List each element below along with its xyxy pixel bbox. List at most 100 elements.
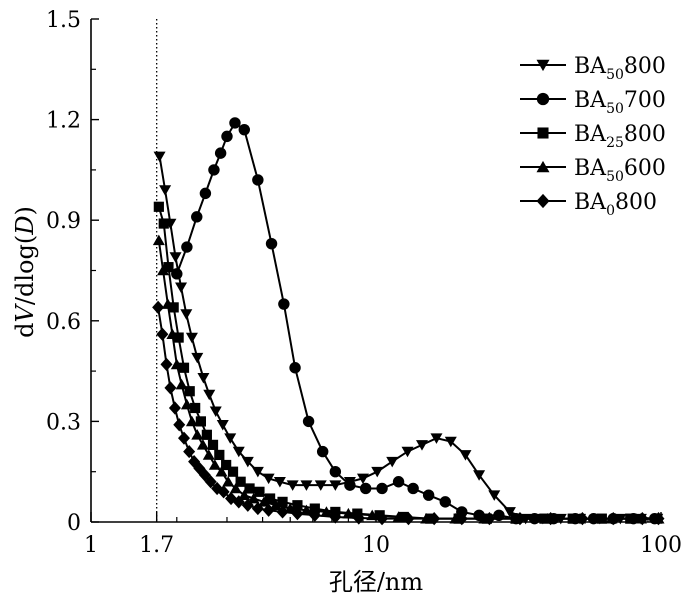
data-point-BA50600 (202, 449, 215, 460)
legend-marker (536, 160, 550, 173)
data-point-BA50800 (329, 480, 342, 491)
series-BA50600 (152, 234, 665, 524)
data-point-BA50700 (191, 211, 203, 223)
data-point-BA50700 (376, 482, 388, 495)
data-point-BA25800 (158, 218, 169, 229)
legend-label-subscript: 50 (606, 169, 624, 185)
data-point-BA50800 (224, 433, 237, 444)
data-point-BA25800 (264, 493, 276, 504)
legend-item-BA50700: BA50700 (520, 88, 666, 117)
data-point-BA50700 (229, 117, 241, 129)
data-point-BA50600 (247, 492, 260, 504)
y-tick-label: 0 (67, 511, 81, 536)
data-point-BA50600 (222, 476, 235, 487)
data-point-BA50600 (342, 507, 355, 519)
data-point-BA25800 (173, 332, 184, 343)
data-point-BA50600 (238, 489, 251, 500)
data-point-BA50600 (161, 298, 174, 309)
data-point-BA50800 (185, 332, 198, 344)
data-point-BA50700 (181, 241, 193, 253)
data-point-BA50600 (157, 264, 170, 276)
data-point-BA50700 (171, 268, 183, 280)
legend-label-subscript: 0 (606, 203, 615, 219)
y-axis-title: dV/dlog(D) (11, 206, 39, 338)
legend-marker (536, 59, 550, 72)
data-point-BA0800 (178, 431, 191, 445)
data-point-BA25800 (163, 262, 174, 273)
data-point-BA50600 (300, 504, 313, 516)
data-point-BA50700 (289, 362, 301, 374)
data-point-BA50600 (152, 234, 165, 246)
data-point-BA50600 (215, 466, 228, 477)
series-BA0800 (152, 300, 665, 526)
axes-layer: 1 1.7 10 100 0 0.3 0.6 0.9 1.2 1.5 (46, 8, 682, 558)
legend-label-tail: 700 (624, 88, 666, 113)
legend-item-BA50800: BA50800 (520, 54, 666, 83)
data-point-BA50800 (209, 406, 222, 418)
x-tick-label: 10 (362, 533, 390, 558)
data-point-BA25800 (277, 496, 288, 507)
data-point-BA0800 (156, 327, 169, 341)
data-point-BA25800 (190, 402, 201, 414)
data-point-BA50800 (300, 480, 313, 491)
data-point-BA0800 (173, 418, 186, 432)
legend-label: BA50700 (574, 88, 666, 117)
data-point-BA50800 (430, 433, 443, 444)
data-point-BA50800 (356, 473, 369, 485)
data-point-BA50700 (344, 479, 356, 491)
data-point-BA50700 (278, 298, 290, 310)
data-point-BA50600 (185, 415, 198, 427)
data-point-BA50700 (238, 123, 250, 136)
data-point-BA50600 (258, 496, 271, 507)
data-point-BA25800 (201, 429, 212, 440)
legend-label: BA0800 (574, 190, 657, 219)
data-point-BA0800 (251, 501, 264, 516)
y-axis-title-part: d (11, 322, 39, 337)
data-point-BA50600 (208, 459, 221, 470)
legend-label-tail: 800 (624, 122, 666, 147)
legend-label-main: BA (574, 156, 607, 181)
data-point-BA50600 (196, 439, 209, 450)
data-point-BA50600 (191, 429, 204, 440)
legend-label-tail: 800 (615, 190, 657, 215)
legend-label-main: BA (574, 54, 607, 79)
data-point-BA50800 (169, 252, 182, 263)
data-point-BA50600 (269, 499, 282, 511)
x-tick-label: 100 (640, 533, 682, 558)
data-point-BA0800 (204, 475, 217, 489)
data-point-BA50800 (232, 446, 245, 458)
data-point-BA0800 (217, 485, 230, 499)
data-point-BA25800 (292, 500, 303, 511)
data-point-BA25800 (214, 449, 225, 461)
data-point-BA50800 (473, 470, 486, 481)
data-point-BA50800 (216, 419, 229, 431)
data-point-BA25800 (184, 386, 195, 397)
y-tick-label: 0.3 (46, 410, 81, 435)
data-point-BA50600 (180, 398, 193, 410)
data-point-BA0800 (164, 381, 177, 395)
data-point-BA50800 (503, 507, 516, 518)
legend-label-main: BA (574, 88, 607, 113)
data-point-BA0800 (232, 495, 245, 509)
data-point-BA50800 (386, 456, 399, 468)
data-point-BA50800 (197, 373, 210, 384)
y-axis-title-part: V (11, 302, 39, 322)
data-point-BA0800 (291, 507, 304, 521)
data-point-BA50600 (175, 378, 188, 390)
data-point-BA0800 (329, 510, 342, 524)
data-point-BA0800 (308, 508, 321, 522)
legend-label: BA50600 (574, 156, 666, 185)
legend-label-main: BA (574, 122, 607, 147)
data-point-BA50700 (422, 489, 435, 501)
data-point-BA25800 (178, 362, 190, 373)
legend-marker (536, 92, 550, 106)
x-tick-label: 1 (84, 533, 98, 558)
y-axis-title-part: /dlog( (11, 235, 39, 305)
legend-label-tail: 800 (624, 54, 666, 79)
y-axis-title-part: D (11, 216, 39, 236)
y-axis-title-part: ) (11, 206, 39, 215)
data-point-BA50800 (203, 389, 216, 401)
data-point-BA0800 (152, 300, 165, 314)
data-point-BA50700 (407, 482, 419, 495)
